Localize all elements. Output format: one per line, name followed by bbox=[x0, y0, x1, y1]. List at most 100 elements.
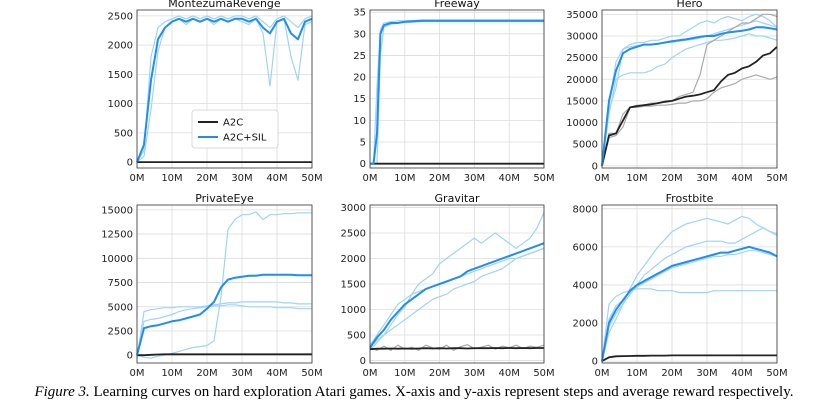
x-tick-label: 40M bbox=[499, 368, 520, 379]
y-tick-label: 3000 bbox=[341, 203, 366, 214]
y-tick-label: 1500 bbox=[341, 280, 366, 291]
y-tick-label: 35000 bbox=[566, 10, 598, 21]
series-line-a2c-sil bbox=[136, 273, 312, 356]
chart-panel: 0M 10M 20M 30M 40M 50M 0 2500 5000 7500 10000 12500… bbox=[101, 192, 322, 379]
y-tick-label: 500 bbox=[347, 330, 366, 341]
y-tick-label: 0 bbox=[360, 159, 366, 170]
x-tick-label: 30M bbox=[231, 173, 252, 184]
x-tick-label: 50M bbox=[533, 173, 554, 184]
x-tick-label: 40M bbox=[266, 173, 287, 184]
y-tick-label: 0 bbox=[592, 161, 598, 172]
series-line-a2c-sil bbox=[370, 19, 544, 165]
y-tick-label: 1000 bbox=[108, 99, 133, 110]
x-tick-label: 50M bbox=[766, 173, 787, 184]
y-tick-label: 10000 bbox=[566, 118, 598, 129]
x-tick-label: 10M bbox=[626, 368, 647, 379]
legend-label: A2C+SIL bbox=[223, 133, 267, 144]
figure: 0M 10M 20M 30M 40M 50M05001000150020002500Mon… bbox=[101, 0, 788, 379]
y-tick-label: 15 bbox=[353, 94, 366, 105]
y-tick-label: 2000 bbox=[341, 254, 366, 265]
y-tick-label: 7500 bbox=[108, 278, 133, 289]
x-tick-label: 50M bbox=[766, 368, 787, 379]
x-tick-label: 30M bbox=[464, 173, 485, 184]
y-tick-label: 30 bbox=[353, 29, 366, 40]
x-tick-label: 20M bbox=[196, 173, 217, 184]
y-tick-label: 30000 bbox=[566, 31, 598, 42]
plot-frame bbox=[136, 204, 313, 364]
x-tick-label: 0M bbox=[595, 368, 610, 379]
x-tick-label: 0M bbox=[130, 173, 145, 184]
x-tick-label: 20M bbox=[196, 368, 217, 379]
chart-title: Hero bbox=[676, 0, 702, 10]
series-line-a2c-sil bbox=[136, 17, 313, 163]
y-tick-label: 10000 bbox=[101, 254, 133, 265]
chart-title: PrivateEye bbox=[195, 192, 254, 205]
run-line bbox=[136, 304, 312, 356]
series-line-a2c-sil bbox=[601, 26, 778, 166]
run-line bbox=[601, 215, 778, 362]
y-tick-label: 15000 bbox=[101, 205, 133, 216]
x-tick-label: 30M bbox=[231, 368, 252, 379]
plot-frame bbox=[369, 9, 545, 169]
y-tick-label: 5000 bbox=[108, 302, 133, 313]
chart-title: MontezumaRevenge bbox=[168, 0, 281, 10]
y-tick-label: 25 bbox=[353, 51, 366, 62]
run-line bbox=[601, 13, 778, 166]
x-tick-label: 50M bbox=[533, 368, 554, 379]
chart-title: Gravitar bbox=[435, 192, 480, 205]
x-tick-label: 50M bbox=[301, 173, 322, 184]
x-tick-label: 30M bbox=[464, 368, 485, 379]
run-line bbox=[369, 212, 545, 351]
x-tick-label: 40M bbox=[266, 368, 287, 379]
y-tick-label: 4000 bbox=[573, 280, 598, 291]
run-line bbox=[136, 15, 313, 163]
series-line-a2c bbox=[601, 46, 778, 167]
legend-box bbox=[191, 109, 279, 149]
y-tick-label: 0 bbox=[127, 158, 133, 169]
x-tick-label: 0M bbox=[130, 368, 145, 379]
y-tick-label: 5 bbox=[360, 138, 366, 149]
x-tick-label: 20M bbox=[661, 368, 682, 379]
series-line-a2c-sil bbox=[601, 245, 778, 362]
y-tick-label: 12500 bbox=[101, 230, 133, 241]
y-tick-label: 0 bbox=[360, 356, 366, 367]
y-tick-label: 2500 bbox=[108, 11, 133, 22]
caption-label: Figure 3. bbox=[34, 384, 90, 400]
y-tick-label: 20 bbox=[353, 73, 366, 84]
plot-frame bbox=[369, 204, 545, 364]
x-tick-label: 20M bbox=[429, 173, 450, 184]
chart-panel: 0M 10M 20M 30M 40M 50M 0 2000 4000 6000 8000 Frostb… bbox=[573, 192, 788, 379]
x-tick-label: 0M bbox=[595, 173, 610, 184]
y-tick-label: 25000 bbox=[566, 53, 598, 64]
x-tick-label: 10M bbox=[626, 173, 647, 184]
y-tick-label: 15000 bbox=[566, 96, 598, 107]
y-tick-label: 0 bbox=[592, 357, 598, 368]
x-tick-label: 40M bbox=[499, 173, 520, 184]
y-tick-label: 500 bbox=[114, 128, 133, 139]
chart-panel: 0M 10M 20M 30M 40M 50M 0 500 1000 1500 2000 2500 300… bbox=[341, 192, 555, 379]
y-tick-label: 6000 bbox=[573, 242, 598, 253]
series-line-a2c bbox=[369, 347, 544, 351]
y-tick-label: 1500 bbox=[108, 70, 133, 81]
series-line-a2c-sil bbox=[369, 242, 545, 349]
x-tick-label: 40M bbox=[731, 173, 752, 184]
x-tick-label: 20M bbox=[661, 173, 682, 184]
x-tick-label: 50M bbox=[301, 368, 322, 379]
y-tick-label: 8000 bbox=[573, 204, 598, 215]
chart-panel: 0M 10M 20M 30M 40M 50M 0 5000 10000 15000 20000 250… bbox=[566, 0, 787, 184]
run-line bbox=[369, 247, 545, 349]
run-line bbox=[136, 301, 312, 359]
y-tick-label: 5000 bbox=[573, 140, 598, 151]
series-line-a2c bbox=[601, 354, 777, 362]
chart-title: Frostbite bbox=[666, 192, 714, 205]
run-line bbox=[601, 227, 778, 362]
x-tick-label: 10M bbox=[161, 368, 182, 379]
x-tick-label: 0M bbox=[363, 368, 378, 379]
x-tick-label: 0M bbox=[363, 173, 378, 184]
y-tick-label: 35 bbox=[353, 8, 366, 19]
series-line-a2c bbox=[137, 353, 312, 357]
y-tick-label: 1000 bbox=[341, 305, 366, 316]
y-tick-label: 2000 bbox=[108, 41, 133, 52]
chart-title: Freeway bbox=[434, 0, 480, 10]
chart-panel: 0M 10M 20M 30M 40M 50M 0 500 1000 1500 2000 2500 Mon… bbox=[108, 0, 323, 184]
